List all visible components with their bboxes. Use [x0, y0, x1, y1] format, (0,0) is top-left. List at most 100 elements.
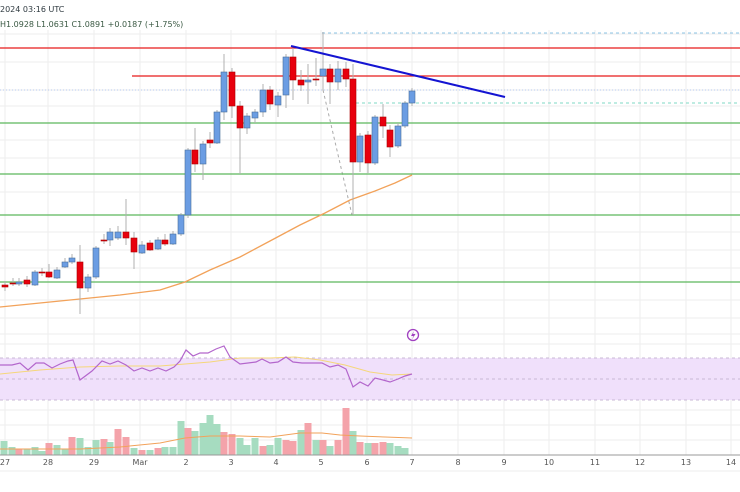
time-axis-label: 2 [183, 458, 189, 467]
candle-body [319, 68, 327, 77]
candle-body [220, 71, 228, 113]
candle-body [199, 143, 207, 165]
candle-body [326, 68, 334, 83]
candle-body [297, 79, 305, 86]
candle-body [191, 149, 199, 165]
candle-body [68, 257, 76, 263]
candle-body [76, 261, 84, 289]
volume-bar [220, 432, 228, 455]
candle-body [92, 247, 100, 278]
candle-body [394, 125, 402, 147]
candle-body [15, 281, 23, 285]
volume-bar [304, 423, 312, 455]
time-axis-label: 14 [725, 458, 737, 467]
volume-bar [184, 428, 192, 455]
candle-body [312, 78, 320, 81]
volume-bar [356, 442, 364, 455]
ohlc-legend: H1.0928 L1.0631 C1.0891 +0.0187 (+1.75%) [0, 20, 184, 29]
time-axis-label: 6 [364, 458, 370, 467]
candle-body [251, 111, 259, 119]
volume-bar [38, 451, 46, 455]
volume-bar [326, 446, 334, 455]
volume-bar [8, 447, 16, 455]
time-axis-label: 11 [589, 458, 601, 467]
candle-body [114, 231, 122, 239]
volume-bar [114, 429, 122, 455]
volume-bar [61, 449, 69, 455]
volume-bar [154, 448, 162, 455]
volume-bar [23, 449, 31, 455]
candle-body [289, 56, 297, 81]
volume-bar [334, 440, 342, 455]
volume-bar [228, 434, 236, 455]
time-axis-label: 10 [543, 458, 555, 467]
candle-body [356, 135, 364, 163]
volume-bar [394, 446, 402, 455]
candle-body [371, 116, 379, 164]
volume-bar [68, 437, 76, 455]
descending-trendline [290, 45, 506, 98]
candle-body [154, 239, 162, 250]
volume-bar [53, 445, 61, 455]
volume-bar [100, 439, 108, 455]
time-axis-label: 5 [318, 458, 324, 467]
candle-body [274, 95, 282, 106]
volume-bar [106, 442, 114, 455]
volume-bar [289, 441, 297, 455]
rsi-ma-line [0, 356, 413, 376]
volume-bar [130, 448, 138, 455]
candle-body [1, 284, 9, 288]
volume-bar [349, 431, 357, 455]
volume-bar [297, 430, 305, 455]
candle-body [259, 89, 267, 113]
candle-body [38, 271, 46, 274]
volume-bar [243, 445, 251, 455]
candle-body [408, 90, 416, 104]
volume-bar [146, 450, 154, 455]
candle-body [206, 139, 214, 144]
candle-body [9, 282, 17, 285]
candle-body [169, 233, 177, 245]
candle-body [243, 115, 251, 129]
volume-bar [371, 443, 379, 455]
volume-bar [31, 447, 39, 455]
chart-datetime: 2024 03:16 UTC [0, 5, 65, 14]
time-axis-label: 4 [273, 458, 279, 467]
candle-body [106, 231, 114, 241]
rsi-line [0, 345, 413, 388]
volume-ma-line [0, 432, 413, 450]
candle-body [334, 68, 342, 83]
volume-bar [236, 438, 244, 455]
volume-bar [199, 423, 207, 455]
volume-bar [342, 408, 350, 455]
volume-bar [274, 438, 282, 455]
volume-bar [259, 446, 267, 455]
volume-bar [266, 445, 274, 455]
volume-bar [401, 448, 409, 455]
time-axis-label: 13 [680, 458, 692, 467]
time-axis-label: 12 [634, 458, 646, 467]
time-axis-label: 28 [42, 458, 54, 467]
volume-bar [84, 447, 92, 455]
candle-body [401, 102, 409, 127]
volume-bar [76, 438, 84, 455]
volume-bar [15, 449, 23, 455]
volume-bar [0, 441, 8, 455]
candle-body [364, 134, 372, 164]
candle-body [304, 79, 312, 83]
volume-bar [213, 424, 221, 455]
time-axis-label: 8 [455, 458, 461, 467]
volume-bar [206, 415, 214, 455]
candle-body [161, 239, 169, 245]
candle-body [236, 105, 244, 129]
volume-bar [386, 443, 394, 455]
time-axis-label: 7 [409, 458, 415, 467]
candle-body [45, 271, 53, 278]
time-axis-label: 29 [88, 458, 100, 467]
candle-body [342, 68, 350, 80]
volume-bar [282, 440, 290, 455]
candle-body [282, 56, 290, 96]
projection-line [322, 89, 353, 216]
